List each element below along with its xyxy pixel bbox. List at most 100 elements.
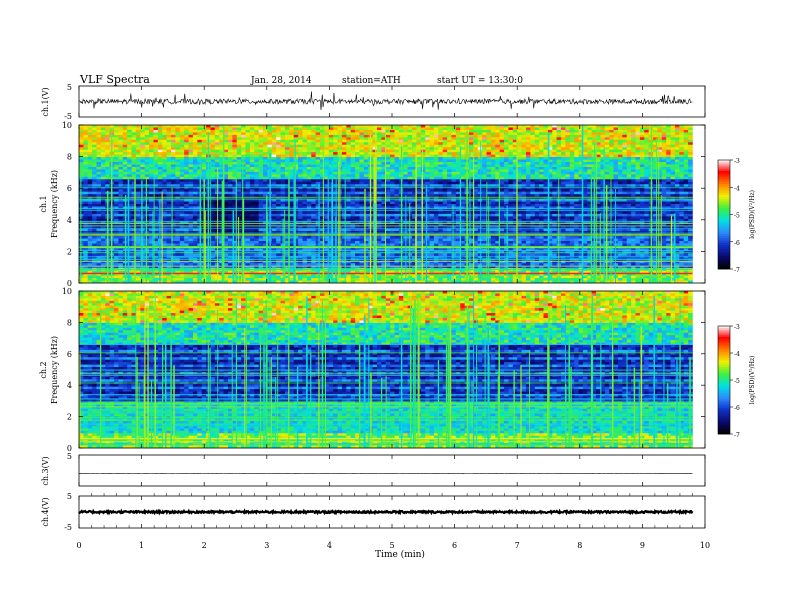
spectrogram-cell — [171, 176, 176, 180]
spectrogram-cell — [245, 129, 251, 133]
spectrogram-cell — [394, 154, 400, 158]
spectrogram-cell — [617, 199, 623, 202]
spectrogram-cell — [622, 142, 628, 146]
spectrogram-cell — [565, 152, 571, 155]
spectrogram-cell — [670, 137, 676, 141]
spectrogram-cell — [499, 171, 505, 175]
spectrogram-cell — [407, 164, 413, 168]
spectrogram-cell — [438, 129, 443, 133]
spectrogram-cell — [83, 169, 89, 173]
spectrogram-cell — [679, 152, 685, 155]
spectrogram-cell — [245, 184, 251, 188]
spectrogram-cell — [372, 142, 378, 146]
spectrogram-cell — [131, 127, 137, 131]
spectrogram-cell — [328, 201, 334, 205]
spectrogram-cell — [578, 189, 584, 192]
spectrogram-cell — [442, 196, 448, 200]
spectrogram-cell — [582, 149, 588, 153]
spectrogram-cell — [232, 206, 238, 210]
spectrogram-cell — [469, 169, 474, 173]
spectrogram-cell — [613, 127, 619, 131]
spectrogram-cell — [442, 181, 448, 185]
spectrogram-cell — [420, 134, 426, 138]
spectrogram-cell — [403, 149, 408, 153]
spectrogram-cell — [188, 201, 194, 205]
spectrogram-cell — [144, 194, 150, 197]
spectrogram-cell — [192, 144, 198, 148]
spectrogram-cell — [157, 144, 163, 148]
spectrogram-cell — [425, 142, 430, 146]
spectrogram-cell — [245, 137, 251, 141]
spectrogram-cell — [679, 191, 685, 195]
spectrogram-cell — [192, 147, 198, 150]
spectrogram-cell — [543, 129, 549, 133]
spectrogram-cell — [451, 139, 457, 143]
spectrogram-cell — [561, 159, 566, 163]
spectrogram-cell — [263, 206, 268, 210]
spectrogram-cell — [372, 127, 378, 131]
spectrogram-cell — [153, 137, 159, 141]
spectrogram-cell — [201, 162, 207, 165]
spectrogram-cell — [490, 201, 496, 205]
spectrogram-cell — [188, 204, 194, 207]
spectrogram-cell — [381, 137, 387, 141]
spectrogram-cell — [390, 204, 395, 207]
spectrogram-cell — [653, 142, 658, 146]
spectrogram-cell — [267, 137, 273, 141]
spectrogram-cell — [390, 159, 395, 163]
spectrogram-cell — [679, 132, 685, 136]
spectrogram-cell — [674, 174, 680, 178]
spectrogram-cell — [504, 147, 509, 150]
spectrogram-cell — [223, 132, 229, 136]
spectrogram-cell — [341, 211, 347, 215]
spectrogram-cell — [144, 129, 150, 133]
spectrogram-cell — [284, 201, 290, 205]
spectrogram-cell — [105, 132, 110, 136]
spectrogram-cell — [79, 152, 84, 155]
spectrogram-cell — [227, 159, 233, 163]
spectrogram-cell — [420, 174, 426, 178]
spectrogram-cell — [144, 125, 150, 128]
spectrogram-cell — [87, 152, 93, 155]
spectrogram-cell — [333, 196, 338, 200]
spectrogram-cell — [324, 139, 330, 143]
spectrogram-cell — [284, 196, 290, 200]
spectrogram-cell — [429, 149, 435, 153]
spectrogram-cell — [271, 196, 277, 200]
spectrogram-cell — [324, 154, 330, 158]
spectrogram-cell — [688, 204, 693, 207]
spectrogram-cell — [153, 204, 159, 207]
spectrogram-cell — [561, 184, 566, 188]
spectrogram-cell — [381, 196, 387, 200]
spectrogram-cell — [306, 154, 312, 158]
spectrogram-cell — [403, 191, 408, 195]
spectrogram-cell — [258, 162, 264, 165]
spectrogram-cell — [543, 154, 549, 158]
spectrogram-cell — [79, 144, 84, 148]
spectrogram-cell — [504, 157, 509, 160]
spectrogram-cell — [425, 201, 430, 205]
spectrogram-cell — [578, 164, 584, 168]
spectrogram-cell — [644, 189, 649, 192]
spectrogram-cell — [552, 127, 557, 131]
spectrogram-cell — [179, 181, 185, 185]
spectrogram-cell — [600, 164, 606, 168]
spectrogram-cell — [433, 169, 439, 173]
spectrogram-cell — [381, 204, 387, 207]
spectrogram-cell — [495, 142, 500, 146]
spectrogram-cell — [508, 196, 514, 200]
spectrogram-cell — [306, 201, 312, 205]
spectrogram-cell — [530, 194, 536, 197]
spectrogram-cell — [451, 129, 457, 133]
spectrogram-cell — [284, 179, 290, 183]
spectrogram-cell — [390, 142, 395, 146]
spectrogram-cell — [214, 162, 220, 165]
spectrogram-cell — [355, 191, 360, 195]
spectrogram-cell — [613, 137, 619, 141]
spectrogram-cell — [543, 152, 549, 155]
spectrogram-cell — [539, 159, 544, 163]
spectrogram-cell — [149, 149, 154, 153]
spectrogram-cell — [499, 199, 505, 202]
ch1-waveform-panel: 5 -5 ch.1(V) — [41, 83, 706, 121]
spectrogram-cell — [539, 139, 544, 143]
